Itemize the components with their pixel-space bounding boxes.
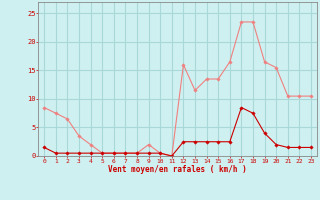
- X-axis label: Vent moyen/en rafales ( km/h ): Vent moyen/en rafales ( km/h ): [108, 165, 247, 174]
